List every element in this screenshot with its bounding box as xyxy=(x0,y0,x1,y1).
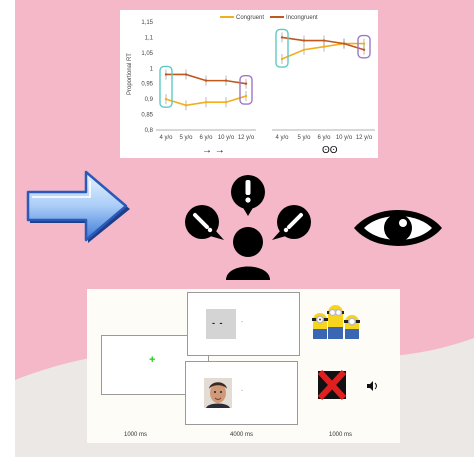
procedure-panel: + - - . . xyxy=(87,289,400,443)
eye-icon xyxy=(354,210,442,246)
x-tick-label: 12 y/o xyxy=(356,135,373,141)
legend-incongruent-label: Incongruent xyxy=(286,15,318,21)
y-tick-label: 0,85 xyxy=(141,113,153,119)
data-point xyxy=(362,42,366,45)
data-point xyxy=(302,39,306,42)
y-tick-label: 1,15 xyxy=(141,20,153,26)
line-chart: Congruent Incongruent Proportional RT 1,… xyxy=(127,15,375,156)
left-diagonal-bubble-icon xyxy=(185,205,224,240)
data-point xyxy=(302,48,306,51)
face-frame: . xyxy=(185,361,298,425)
right-diagonal-bubble-icon xyxy=(272,205,311,240)
data-point xyxy=(224,101,228,104)
x-tick-label: 10 y/o xyxy=(336,135,353,141)
highlight-layer xyxy=(159,28,371,108)
data-point xyxy=(244,82,248,85)
y-tick-label: 1,1 xyxy=(145,35,154,41)
minions-reward-image xyxy=(312,305,360,339)
legend-congruent-label: Congruent xyxy=(236,15,264,21)
y-tick-label: 1 xyxy=(150,66,154,72)
y-tick-labels: 1,15 1,1 1,05 1 0,95 0,9 0,85 0,8 xyxy=(141,20,153,134)
highlight-box xyxy=(357,34,371,59)
x-tick-label: 10 y/o xyxy=(218,135,235,141)
y-tick-label: 0,95 xyxy=(141,82,153,88)
highlight-box xyxy=(239,75,253,105)
x-tick-label: 12 y/o xyxy=(238,135,255,141)
right-arrow-icon xyxy=(26,170,130,243)
x-tick-label: 5 y/o xyxy=(297,135,311,141)
x-tick-label: 6 y/o xyxy=(317,135,331,141)
data-point xyxy=(280,57,284,61)
data-point xyxy=(244,94,248,98)
face-dot: . xyxy=(241,386,243,393)
series-layer xyxy=(164,32,366,111)
data-point xyxy=(224,79,228,82)
data-point xyxy=(342,42,346,45)
attention-icon-group xyxy=(185,175,311,280)
data-point xyxy=(164,73,168,76)
y-tick-label: 0,9 xyxy=(145,97,154,103)
right-group-symbol: ʘʘ xyxy=(322,145,338,156)
fixation-cross: + xyxy=(149,354,156,366)
data-point xyxy=(322,39,326,42)
chart-panel: Congruent Incongruent Proportional RT 1,… xyxy=(120,10,378,158)
x-axis: 4 y/o 5 y/o 6 y/o 10 y/o 12 y/o 4 y/o 5 y/o 6 y… xyxy=(156,129,375,141)
duration-label-stimulus: 4000 ms xyxy=(230,432,254,438)
y-axis-label: Proportional RT xyxy=(127,53,133,95)
data-point xyxy=(280,36,284,39)
alert-bubble-icon xyxy=(231,175,265,216)
highlight-box xyxy=(275,28,289,68)
data-point xyxy=(204,79,208,82)
data-point xyxy=(184,73,188,76)
y-tick-label: 1,05 xyxy=(141,51,153,57)
person-icon xyxy=(226,227,270,280)
data-point xyxy=(164,97,168,101)
data-point xyxy=(184,104,188,107)
x-tick-label: 4 y/o xyxy=(275,135,289,141)
x-tick-label: 4 y/o xyxy=(159,135,173,141)
eyes-cue-text: - - xyxy=(212,318,224,328)
eyes-cue-box: - - xyxy=(206,309,236,339)
duration-label-fixation: 1000 ms xyxy=(124,432,148,438)
data-point xyxy=(204,101,208,104)
face-photo xyxy=(204,378,232,408)
y-tick-label: 0,8 xyxy=(145,128,154,134)
duration-label-feedback: 1000 ms xyxy=(329,432,353,438)
x-tick-label: 5 y/o xyxy=(179,135,193,141)
no-reward-cross-icon xyxy=(317,369,347,401)
highlight-box xyxy=(159,65,173,108)
cue-dot: . xyxy=(241,317,243,324)
x-tick-label: 6 y/o xyxy=(199,135,213,141)
left-group-symbol: → → xyxy=(202,145,225,156)
cue-frame-eyes: - - . xyxy=(187,292,300,356)
speaker-icon xyxy=(367,381,377,391)
data-point xyxy=(362,48,366,51)
data-point xyxy=(322,45,326,48)
